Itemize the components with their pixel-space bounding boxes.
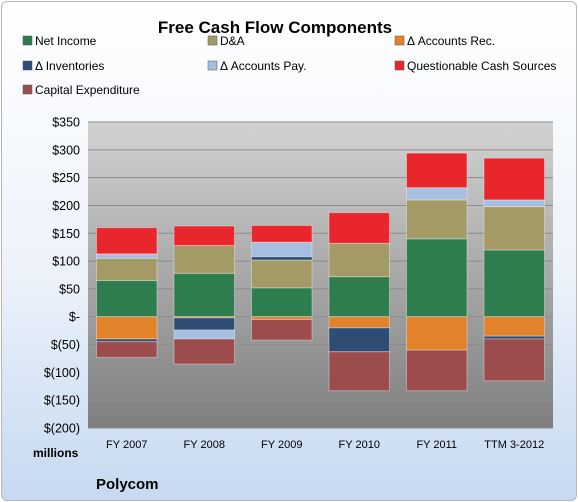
bar-segment-net-income (251, 287, 313, 318)
y-tick-label: $- (69, 310, 80, 324)
bar-segment-danda (173, 245, 235, 274)
legend-label-delta-inventories: Δ Inventories (35, 59, 104, 73)
y-tick-label: $(200) (44, 422, 80, 436)
bar-segment-net-income (328, 276, 390, 318)
bar-segment-capital-expenditure (251, 319, 313, 341)
bar-segment-delta-accounts-rec (328, 316, 390, 329)
bar-segment-delta-accounts-rec (406, 316, 468, 351)
y-tick-label: $200 (52, 199, 80, 213)
bar-segment-capital-expenditure (96, 341, 158, 358)
company-label: Polycom (96, 476, 159, 493)
bar-segment-net-income (406, 238, 468, 318)
bar-segment-delta-accounts-pay (406, 187, 468, 201)
bar-segment-capital-expenditure (483, 338, 545, 382)
bar-segment-questionable-cash-sources (483, 157, 545, 201)
bar-segment-delta-accounts-pay (483, 199, 545, 208)
legend-label-net-income: Net Income (35, 34, 97, 48)
legend-label-danda: D&A (220, 34, 245, 48)
bar-segment-delta-accounts-pay (96, 253, 158, 259)
bar-segment-delta-inventories (251, 256, 313, 261)
y-tick-label: $100 (52, 255, 80, 269)
x-tick-label: FY 2009 (261, 439, 302, 451)
bar-segment-delta-accounts-rec (96, 316, 158, 340)
bar-segment-delta-accounts-pay (173, 329, 235, 340)
legend-label-delta-accounts-pay: Δ Accounts Pay. (220, 59, 307, 73)
x-tick-label: FY 2010 (339, 439, 380, 451)
legend-swatch-delta-inventories (22, 60, 33, 71)
bar-segment-questionable-cash-sources (406, 152, 468, 189)
bar-segment-danda (251, 259, 313, 289)
legend-swatch-capital-expenditure (22, 84, 33, 95)
plot-area: $350 $300 $250 $200 $150 $100 $50 $- $(50) $(100)… (44, 116, 553, 451)
x-tick-label: FY 2008 (184, 439, 225, 451)
x-tick-label: FY 2007 (106, 439, 147, 451)
units-label: millions (33, 446, 79, 460)
bar-segment-danda (328, 242, 390, 278)
chart-title: Free Cash Flow Components (158, 18, 392, 37)
y-tick-label: $(50) (51, 338, 80, 352)
y-tick-label: $(150) (44, 394, 80, 408)
y-tick-label: $300 (52, 143, 80, 157)
bar-segment-delta-accounts-pay (251, 241, 313, 258)
legend-swatch-net-income (22, 35, 33, 46)
bar-segment-danda (483, 206, 545, 251)
bar-segment-capital-expenditure (406, 349, 468, 392)
legend-swatch-danda (207, 35, 218, 46)
legend-swatch-delta-accounts-rec (394, 35, 405, 46)
x-tick-label: FY 2011 (416, 439, 457, 451)
y-tick-label: $50 (59, 282, 80, 296)
y-tick-label: $350 (52, 116, 80, 130)
bar-segment-danda (96, 257, 158, 282)
bar-segment-delta-inventories (173, 317, 235, 331)
legend-label-questionable-cash-sources: Questionable Cash Sources (407, 59, 556, 73)
bar-segment-net-income (173, 272, 235, 318)
bar-segment-questionable-cash-sources (328, 212, 390, 244)
bar-segment-danda (406, 199, 468, 240)
bar-segment-capital-expenditure (328, 351, 390, 392)
legend: Net Income D&A Δ Accounts Rec. Δ Inventorie… (22, 34, 556, 97)
legend-swatch-questionable-cash-sources (394, 60, 405, 71)
bar-segment-capital-expenditure (173, 338, 235, 365)
y-tick-label: $150 (52, 227, 80, 241)
legend-label-capital-expenditure: Capital Expenditure (35, 83, 140, 97)
bar-segment-delta-inventories (328, 327, 390, 353)
bar-segment-delta-accounts-rec (483, 316, 545, 337)
bar-segment-questionable-cash-sources (251, 224, 313, 243)
x-tick-label: TTM 3-2012 (484, 439, 544, 451)
y-tick-label: $(100) (44, 366, 80, 380)
y-tick-label: $250 (52, 171, 80, 185)
bar-segment-net-income (96, 280, 158, 318)
bar-segment-net-income (483, 249, 545, 318)
bar-segment-questionable-cash-sources (173, 225, 235, 247)
plot-background (88, 122, 553, 428)
bar-segment-questionable-cash-sources (96, 227, 158, 255)
legend-label-delta-accounts-rec: Δ Accounts Rec. (407, 34, 495, 48)
legend-swatch-delta-accounts-pay (207, 60, 218, 71)
